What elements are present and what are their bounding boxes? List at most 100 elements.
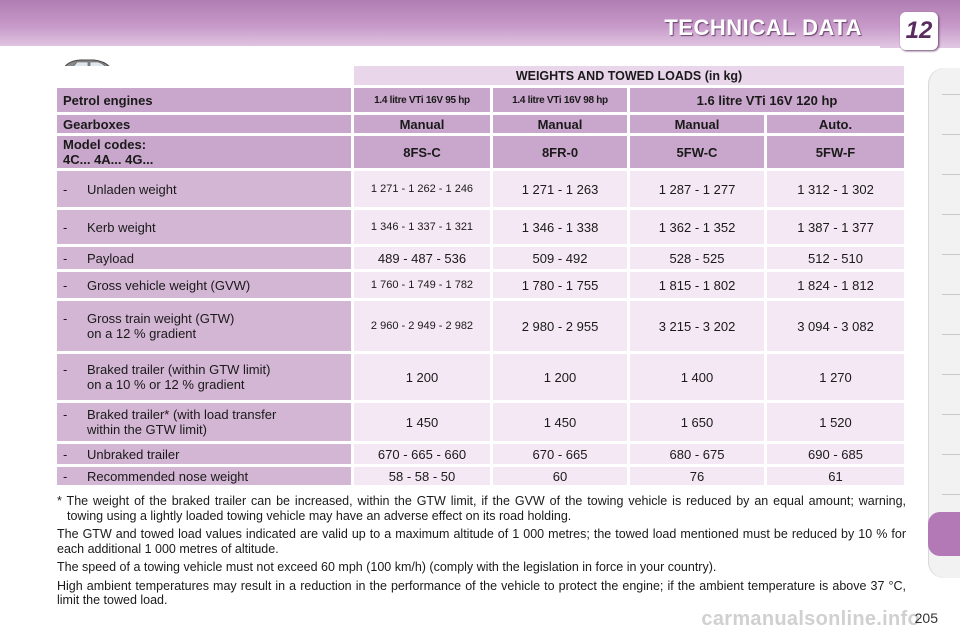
row-value: 512 - 510 [767,247,905,269]
row-value: 3 215 - 3 202 [630,301,764,351]
row-label-text-line2: on a 12 % gradient [87,326,197,341]
table-row: - Braked trailer (within GTW limit) on a 1… [57,354,905,400]
row-dash: - [63,277,68,293]
row-dash: - [63,219,68,235]
engine-2: 1.4 litre VTi 16V 98 hp [493,88,627,112]
row-value: 1 650 [630,403,764,441]
row-value: 509 - 492 [493,247,627,269]
row-label-text: Recommended nose weight [87,468,249,484]
row-value: 489 - 487 - 536 [354,247,490,269]
row-value: 1 346 - 1 337 - 1 321 [354,210,490,244]
gearboxes-row: Gearboxes Manual Manual Manual Auto. [57,115,905,133]
chapter-tab-active[interactable] [928,512,960,556]
row-label: - Payload [57,247,351,269]
row-dash: - [63,311,68,326]
row-label-text-line2: on a 10 % or 12 % gradient [87,377,245,392]
tab-divider [942,294,960,295]
engines-row: Petrol engines 1.4 litre VTi 16V 95 hp 1… [57,88,905,112]
row-value: 1 200 [354,354,490,400]
model-code-1: 8FS-C [354,136,490,168]
row-value: 58 - 58 - 50 [354,467,490,485]
row-label: - Unbraked trailer [57,444,351,464]
row-value: 1 200 [493,354,627,400]
row-label-text: Payload [87,250,134,266]
row-value: 670 - 665 - 660 [354,444,490,464]
table-row: - Unladen weight 1 271 - 1 262 - 1 246 1 27… [57,171,905,207]
row-label: - Recommended nose weight [57,467,351,485]
row-dash: - [63,250,68,266]
row-value: 680 - 675 [630,444,764,464]
row-value: 76 [630,467,764,485]
header-band [0,0,960,48]
weights-table-body: - Unladen weight 1 271 - 1 262 - 1 246 1 27… [57,171,905,485]
tab-divider [942,134,960,135]
model-code-2: 8FR-0 [493,136,627,168]
gearbox-1: Manual [354,115,490,133]
row-label-text: Unbraked trailer [87,446,180,462]
row-label-text: Braked trailer* (with load transfer [87,407,277,422]
model-codes-label-line1: Model codes: [63,137,147,152]
row-label-text: Gross vehicle weight (GVW) [87,277,251,293]
page-number: 205 [914,610,938,626]
row-value: 1 362 - 1 352 [630,210,764,244]
row-value: 1 760 - 1 749 - 1 782 [354,272,490,298]
row-label-text: Gross train weight (GTW) [87,311,235,326]
note-temperature: High ambient temperatures may result in … [57,578,906,608]
model-codes-label-line2: 4C... 4A... 4G... [63,152,154,167]
engine-1: 1.4 litre VTi 16V 95 hp [354,88,490,112]
row-label-text: Unladen weight [87,181,177,197]
tab-divider [942,494,960,495]
table-row: - Recommended nose weight 58 - 58 - 50 60 76… [57,467,905,485]
tab-divider [942,254,960,255]
row-value: 1 824 - 1 812 [767,272,905,298]
row-value: 690 - 685 [767,444,905,464]
tab-divider [942,414,960,415]
row-label: - Braked trailer* (with load transfer with… [57,403,351,441]
tab-divider [942,94,960,95]
row-label: - Gross train weight (GTW) on a 12 % gradi… [57,301,351,351]
row-dash: - [63,362,68,377]
gearbox-3: Manual [630,115,764,133]
row-value: 1 815 - 1 802 [630,272,764,298]
row-label-text: Braked trailer (within GTW limit) [87,362,271,377]
note-speed: The speed of a towing vehicle must not e… [57,560,717,574]
page-title: TECHNICAL DATA [664,15,862,40]
title-spacer [57,66,351,85]
row-dash: - [63,407,68,422]
gearbox-4: Auto. [767,115,905,133]
row-value: 1 450 [493,403,627,441]
row-value: 2 960 - 2 949 - 2 982 [354,301,490,351]
row-value: 2 980 - 2 955 [493,301,627,351]
row-value: 1 287 - 1 277 [630,171,764,207]
note-altitude: The GTW and towed load values indicated … [57,527,906,556]
table-row: - Gross train weight (GTW) on a 12 % gradi… [57,301,905,351]
row-value: 1 400 [630,354,764,400]
chapter-tabs [928,68,960,578]
model-code-4: 5FW-F [767,136,905,168]
row-dash: - [63,181,68,197]
chapter-badge: 12 [900,12,938,50]
row-value: 1 520 [767,403,905,441]
row-value: 1 387 - 1 377 [767,210,905,244]
row-value: 670 - 665 [493,444,627,464]
row-value: 1 312 - 1 302 [767,171,905,207]
model-code-3: 5FW-C [630,136,764,168]
row-dash: - [63,468,68,484]
tab-divider [942,454,960,455]
table-row: - Gross vehicle weight (GVW) 1 760 - 1 749… [57,272,905,298]
table-row: - Braked trailer* (with load transfer with… [57,403,905,441]
row-value: 60 [493,467,627,485]
row-label: - Kerb weight [57,210,351,244]
row-value: 1 780 - 1 755 [493,272,627,298]
gearbox-2: Manual [493,115,627,133]
header-divider [0,46,880,49]
row-value: 1 450 [354,403,490,441]
tab-divider [942,374,960,375]
gearboxes-label: Gearboxes [57,115,351,133]
row-label-text: Kerb weight [87,219,156,235]
footnote-braked-trailer: * The weight of the braked trailer can b… [57,494,906,523]
row-value: 528 - 525 [630,247,764,269]
tab-divider [942,334,960,335]
row-value: 1 346 - 1 338 [493,210,627,244]
row-label: - Braked trailer (within GTW limit) on a 1… [57,354,351,400]
